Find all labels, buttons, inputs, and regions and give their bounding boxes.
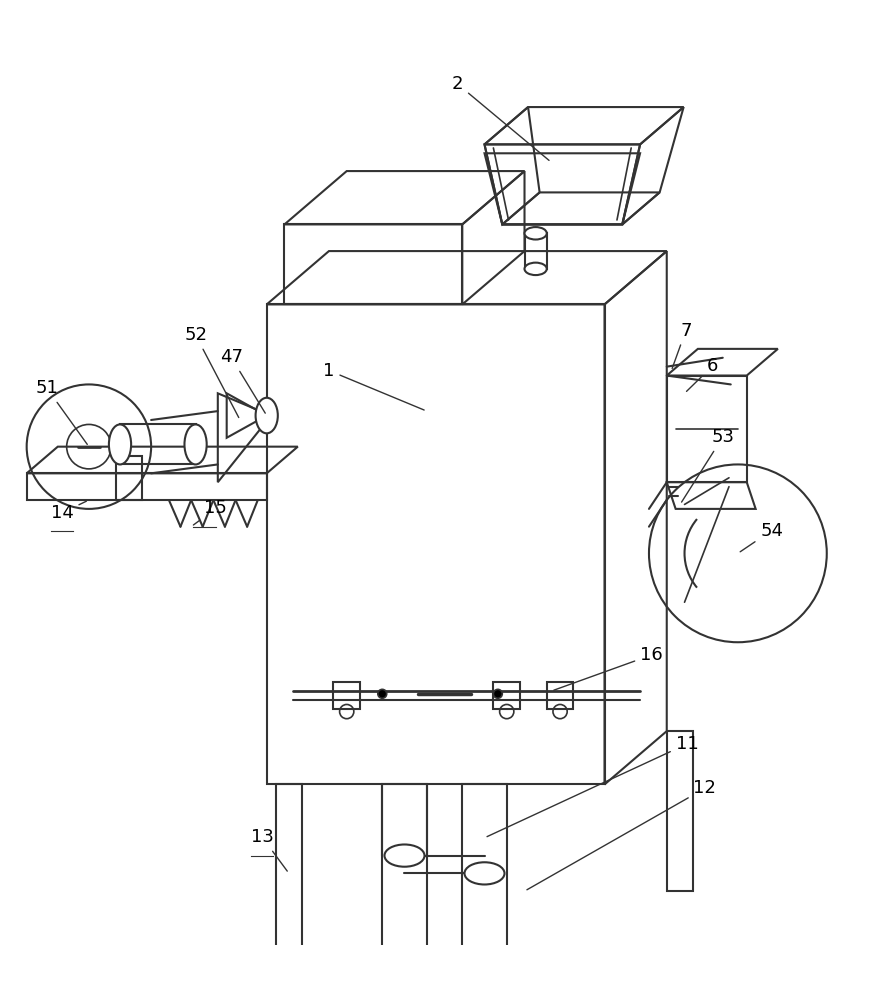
- Ellipse shape: [255, 398, 277, 433]
- Ellipse shape: [465, 862, 505, 884]
- Text: 47: 47: [220, 348, 265, 413]
- Text: 53: 53: [682, 428, 734, 502]
- Text: 54: 54: [741, 522, 783, 552]
- Ellipse shape: [525, 227, 547, 240]
- Circle shape: [378, 689, 387, 698]
- Text: 51: 51: [36, 379, 87, 444]
- Text: 6: 6: [686, 357, 718, 391]
- Text: 7: 7: [672, 322, 692, 368]
- Ellipse shape: [108, 424, 132, 464]
- Ellipse shape: [185, 424, 206, 464]
- Text: 15: 15: [194, 499, 228, 525]
- Text: 11: 11: [487, 735, 699, 837]
- Ellipse shape: [384, 844, 425, 867]
- Circle shape: [493, 689, 502, 698]
- Text: 1: 1: [324, 362, 424, 410]
- Text: 12: 12: [527, 779, 717, 890]
- Text: 2: 2: [453, 75, 549, 160]
- Text: 52: 52: [184, 326, 239, 418]
- Ellipse shape: [525, 263, 547, 275]
- Text: 14: 14: [51, 501, 86, 522]
- Text: 16: 16: [554, 646, 663, 690]
- Text: 13: 13: [251, 828, 287, 871]
